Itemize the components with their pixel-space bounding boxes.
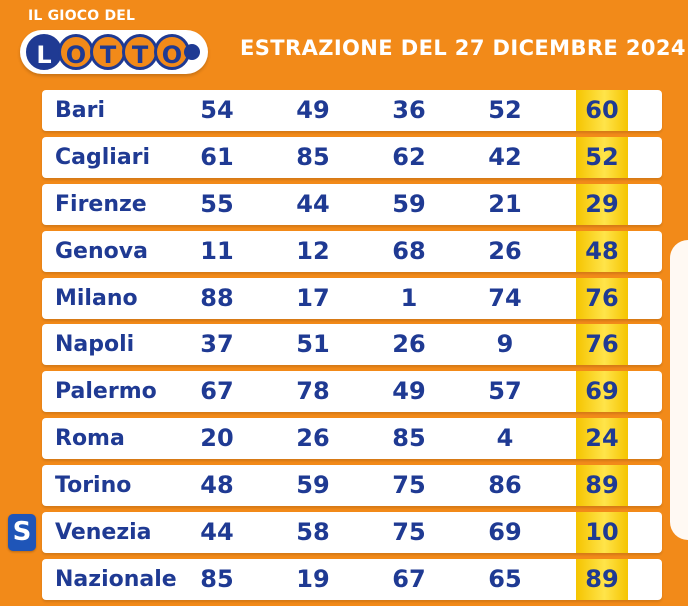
- number-3: 85: [392, 424, 426, 453]
- wheel-name: Napoli: [55, 332, 135, 358]
- wheel-name: Venezia: [55, 520, 152, 546]
- number-1: 37: [200, 330, 234, 359]
- number-3: 49: [392, 377, 426, 406]
- number-3: 67: [392, 564, 426, 593]
- number-5-highlight: 89: [576, 465, 628, 507]
- number-1: 54: [200, 96, 234, 124]
- number-5-highlight: 24: [576, 418, 628, 460]
- number-1: 44: [200, 518, 234, 547]
- number-3: 1: [400, 283, 418, 312]
- wheel-name: Bari: [55, 98, 106, 123]
- number-3: 75: [392, 471, 426, 500]
- number-1: 11: [200, 236, 234, 265]
- number-2: 59: [296, 471, 330, 500]
- number-3: 59: [392, 189, 426, 218]
- draw-title: ESTRAZIONE DEL 27 DICEMBRE 2024: [240, 36, 686, 60]
- number-1: 61: [200, 142, 234, 171]
- number-3: 36: [392, 96, 426, 124]
- results-table: Bari 54 49 36 52 60 Cagliari 61 85 62 42…: [8, 90, 662, 606]
- number-1: 85: [200, 564, 234, 593]
- logo-pill: L O T T O: [20, 30, 208, 74]
- number-4: 74: [488, 283, 522, 312]
- number-4: 65: [488, 564, 522, 593]
- number-1: 67: [200, 377, 234, 406]
- wheel-name: Nazionale: [55, 566, 177, 592]
- wheel-name: Genova: [55, 238, 148, 264]
- table-row: Roma 20 26 85 4 24: [42, 418, 662, 460]
- number-3: 75: [392, 518, 426, 547]
- number-5-highlight: 89: [576, 558, 628, 600]
- number-2: 19: [296, 564, 330, 593]
- number-5-highlight: 69: [576, 371, 628, 413]
- number-1: 48: [200, 471, 234, 500]
- decorative-right-shape: [670, 240, 688, 540]
- number-2: 12: [296, 236, 330, 265]
- number-5-highlight: 60: [576, 90, 628, 131]
- number-4: 57: [488, 377, 522, 406]
- number-3: 68: [392, 236, 426, 265]
- wheel-name: Roma: [55, 426, 125, 452]
- logo-caption: IL GIOCO DEL: [28, 8, 136, 24]
- logo-letter-t1: T: [90, 34, 126, 70]
- number-5-highlight: 76: [576, 277, 628, 319]
- number-4: 86: [488, 471, 522, 500]
- wheel-name: Firenze: [55, 191, 147, 217]
- number-4: 42: [488, 142, 522, 171]
- table-row: Milano 88 17 1 74 76: [42, 277, 662, 319]
- number-4: 52: [488, 96, 522, 124]
- number-2: 17: [296, 283, 330, 312]
- table-row: Bari 54 49 36 52 60: [42, 90, 662, 131]
- number-4: 69: [488, 518, 522, 547]
- number-2: 26: [296, 424, 330, 453]
- number-2: 58: [296, 518, 330, 547]
- number-5-highlight: 48: [576, 230, 628, 272]
- special-s-badge: S: [8, 514, 36, 552]
- number-2: 49: [296, 96, 330, 124]
- number-3: 26: [392, 330, 426, 359]
- number-5-highlight: 52: [576, 136, 628, 178]
- lotto-logo: IL GIOCO DEL L O T T O: [16, 8, 216, 80]
- number-1: 88: [200, 283, 234, 312]
- wheel-name: Palermo: [55, 379, 157, 405]
- table-row: Nazionale 85 19 67 65 89: [42, 558, 662, 600]
- number-1: 20: [200, 424, 234, 453]
- table-row: Cagliari 61 85 62 42 52: [42, 136, 662, 178]
- number-4: 26: [488, 236, 522, 265]
- table-row: S Venezia 44 58 75 69 10: [8, 512, 662, 554]
- number-5-highlight: 76: [576, 324, 628, 366]
- number-2: 85: [296, 142, 330, 171]
- wheel-name: Cagliari: [55, 144, 151, 170]
- wheel-name: Torino: [55, 473, 132, 499]
- logo-letter-l: L: [26, 34, 62, 70]
- logo-letter-t2: T: [122, 34, 158, 70]
- number-4: 9: [496, 330, 514, 359]
- number-4: 21: [488, 189, 522, 218]
- table-row: Firenze 55 44 59 21 29: [42, 183, 662, 225]
- number-5-highlight: 29: [576, 183, 628, 225]
- logo-dot-icon: [184, 44, 200, 60]
- number-2: 51: [296, 330, 330, 359]
- number-1: 55: [200, 189, 234, 218]
- logo-letter-o: O: [58, 34, 94, 70]
- table-row: Torino 48 59 75 86 89: [42, 465, 662, 507]
- number-2: 78: [296, 377, 330, 406]
- wheel-name: Milano: [55, 285, 138, 311]
- table-row: Napoli 37 51 26 9 76: [42, 324, 662, 366]
- number-5-highlight: 10: [576, 512, 628, 554]
- number-3: 62: [392, 142, 426, 171]
- number-2: 44: [296, 189, 330, 218]
- number-4: 4: [496, 424, 514, 453]
- table-row: Genova 11 12 68 26 48: [42, 230, 662, 272]
- table-row: Palermo 67 78 49 57 69: [42, 371, 662, 413]
